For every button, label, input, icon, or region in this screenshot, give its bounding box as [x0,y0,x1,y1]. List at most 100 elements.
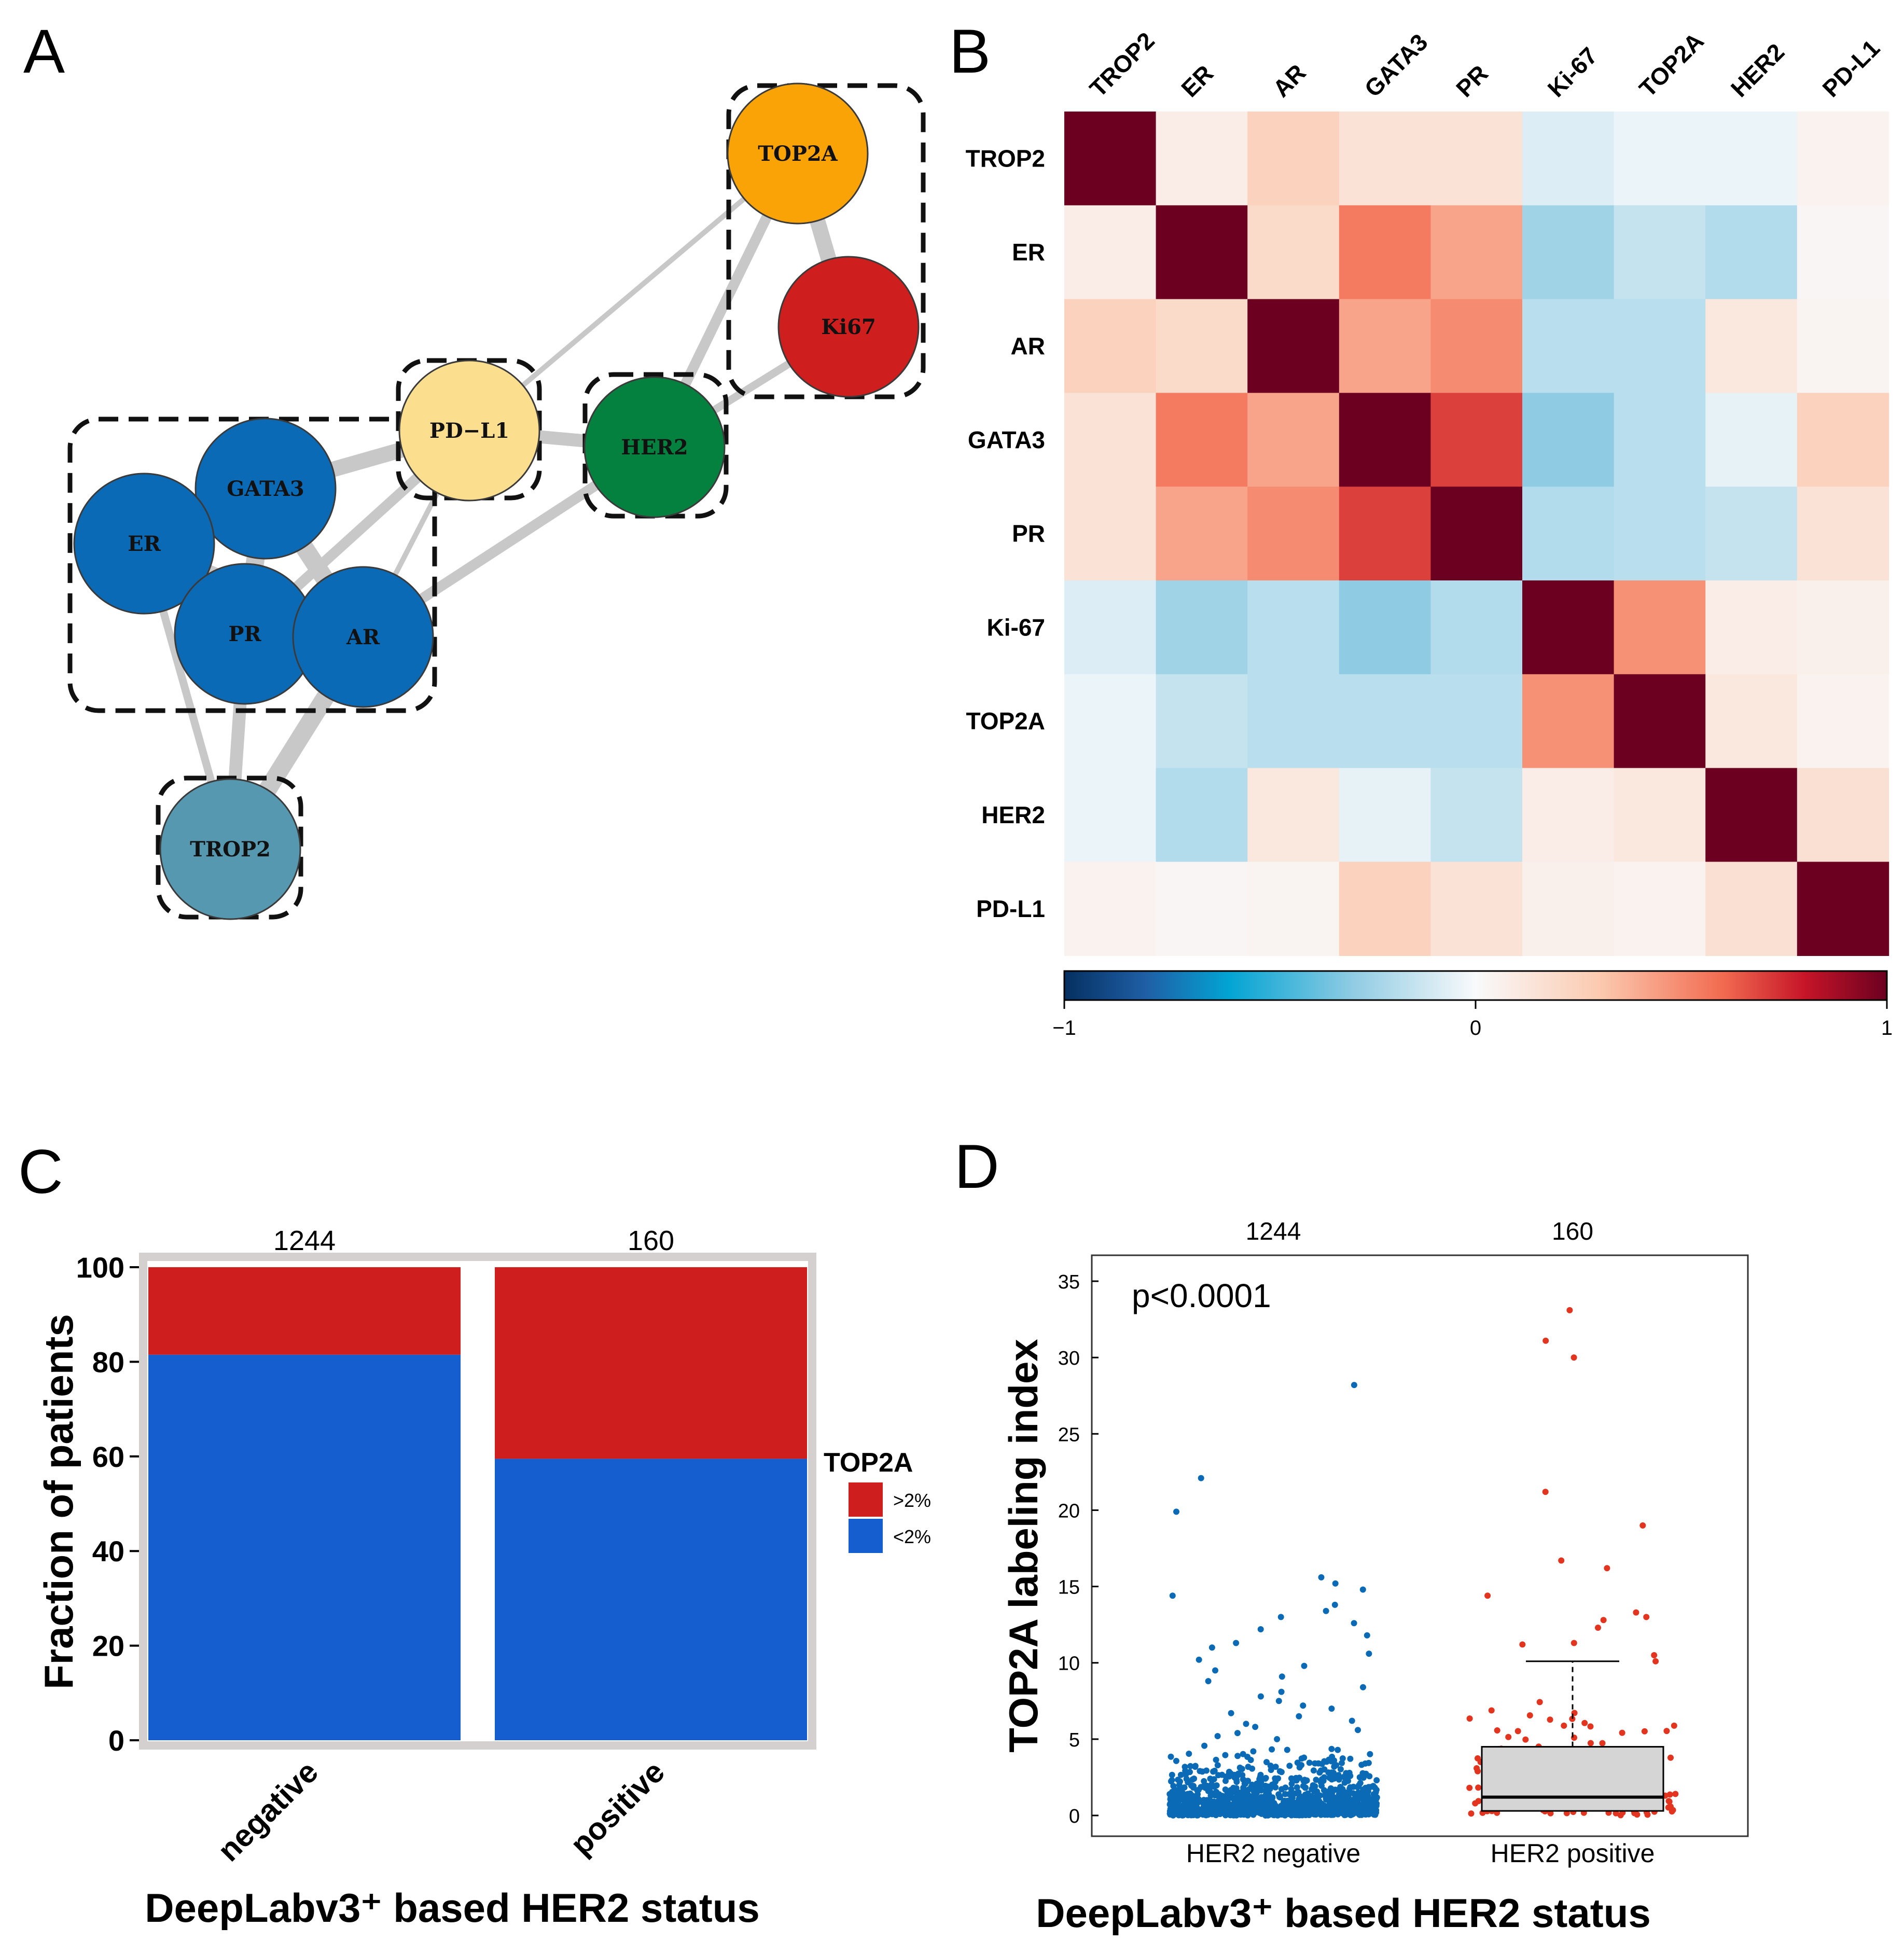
point-negative [1198,1784,1204,1791]
point-negative [1234,1799,1241,1806]
point-negative [1178,1795,1185,1801]
heatmap-cell-her2-pd-l1 [1797,768,1889,863]
point-negative-outlier [1328,1706,1335,1712]
top-count-her2-positive: 160 [1552,1218,1593,1245]
point-negative-outlier [1169,1592,1176,1599]
point-negative [1335,1772,1342,1779]
point-negative [1271,1805,1278,1811]
point-negative [1324,1810,1330,1817]
point-negative-outlier [1364,1632,1370,1639]
y-tick-label-5: 5 [1069,1729,1080,1751]
node-circle-top2a [727,82,869,225]
point-positive [1671,1722,1677,1729]
heatmap-cell-top2a-pr [1430,674,1523,769]
point-negative [1185,1779,1191,1785]
point-positive [1514,1728,1521,1735]
heatmap-cell-gata3-trop2 [1064,393,1157,487]
point-negative [1210,1798,1217,1805]
point-negative-outlier [1198,1475,1204,1481]
heatmap-row-label-trop2: TROP2 [966,145,1045,172]
y-axis: 0 5 10 15 20 25 30 35 [1058,1271,1099,1827]
heatmap-cell-her2-gata3 [1339,768,1432,863]
heatmap-cell-ar-ki-67 [1522,299,1615,394]
point-positive [1667,1803,1674,1810]
heatmap-cell-pd-l1-ki-67 [1522,862,1615,956]
point-negative-outlier [1274,1736,1281,1742]
point-negative [1292,1790,1299,1797]
y-tick-label-60: 60 [92,1440,124,1473]
point-negative [1201,1778,1207,1784]
stacked-bar-chart: 0 20 40 60 80 100 1244 160 negative positive Fr… [36,1225,931,1931]
point-negative [1296,1764,1303,1771]
point-negative [1197,1768,1203,1774]
point-negative [1360,1774,1367,1781]
point-negative [1363,1795,1370,1802]
point-positive-outlier [1643,1614,1650,1620]
panel-letter-a: A [23,17,65,86]
node-circle-ar [292,566,434,708]
point-negative [1369,1800,1376,1807]
point-negative [1248,1795,1255,1801]
point-negative [1175,1777,1182,1783]
point-negative [1250,1789,1257,1795]
point-negative [1216,1806,1222,1812]
point-negative [1364,1802,1370,1809]
point-negative [1186,1751,1192,1757]
point-negative [1331,1786,1338,1793]
heatmap-cells [1064,112,1889,956]
heatmap-cell-er-her2 [1705,205,1798,300]
point-negative [1338,1803,1344,1809]
x-category-positive: positive [563,1754,671,1862]
heatmap-cell-trop2-trop2 [1064,112,1157,206]
point-negative [1225,1792,1231,1799]
point-positive [1522,1736,1529,1743]
point-negative [1209,1811,1216,1818]
point-negative [1331,1775,1338,1782]
legend-label-high: >2% [893,1490,931,1511]
heatmap-cell-ki-67-trop2 [1064,580,1157,675]
point-negative-outlier [1277,1614,1284,1620]
point-positive-outlier [1566,1307,1573,1313]
y-tick-label-25: 25 [1058,1424,1080,1446]
point-negative [1360,1786,1367,1793]
heatmap-cell-ki-67-er [1156,580,1248,675]
point-positive [1466,1784,1473,1791]
heatmap-cell-gata3-ar [1247,393,1340,487]
point-negative [1175,1805,1182,1811]
point-negative [1241,1811,1247,1818]
node-label-her2: HER2 [621,435,688,460]
heatmap-cell-er-er [1156,205,1248,300]
point-negative [1212,1792,1218,1799]
legend-label-low: <2% [893,1526,931,1547]
point-negative [1268,1767,1274,1773]
point-negative [1306,1759,1313,1766]
point-positive [1569,1715,1576,1722]
legend: TOP2A >2% <2% [824,1448,931,1553]
point-negative [1371,1811,1378,1818]
point-negative [1355,1811,1362,1818]
point-negative [1262,1812,1269,1819]
network-panel: TOP2A Ki67 PD−L1 HER2 GATA3 ER PR AR TROP2 [67,82,926,920]
node-label-pr: PR [228,622,261,646]
point-negative [1250,1748,1257,1755]
heatmap-cell-gata3-top2a [1614,393,1706,487]
heatmap-cell-pd-l1-top2a [1614,862,1706,956]
heatmap-cell-ar-er [1156,299,1248,394]
point-negative [1366,1811,1372,1818]
heatmap-row-label-ki-67: Ki-67 [987,614,1045,641]
point-negative-outlier [1228,1710,1234,1716]
heatmap-cell-er-ki-67 [1522,205,1615,300]
y-tick-label-35: 35 [1058,1271,1080,1293]
point-negative [1329,1753,1336,1760]
point-negative [1326,1793,1332,1799]
point-negative [1172,1786,1178,1793]
legend-swatch-low [849,1519,883,1553]
box-iqr [1481,1746,1664,1812]
heatmap-cell-pd-l1-er [1156,862,1248,956]
point-positive [1468,1810,1475,1817]
point-negative [1260,1795,1267,1801]
point-positive [1547,1810,1554,1817]
heatmap-cell-ki-67-pd-l1 [1797,580,1889,675]
heatmap-col-label-pd-l1: PD-L1 [1817,34,1885,102]
point-negative [1286,1763,1293,1769]
